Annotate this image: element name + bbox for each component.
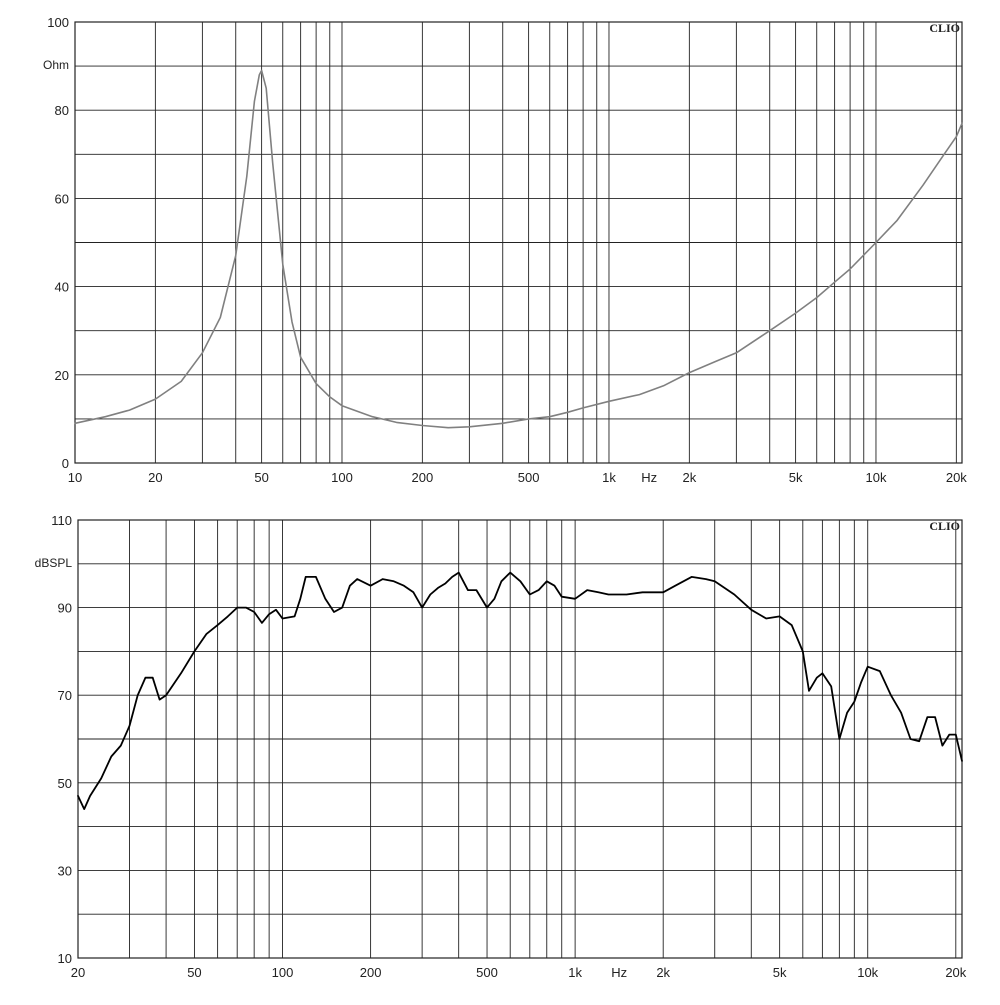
impedance-x-tick-label: 100 bbox=[331, 470, 353, 485]
impedance-x-tick-label: 500 bbox=[518, 470, 540, 485]
impedance-x-tick-label: 50 bbox=[254, 470, 268, 485]
impedance-x-axis-label: Hz bbox=[641, 470, 657, 485]
impedance-y-tick-label: 20 bbox=[55, 368, 69, 383]
spl-x-tick-label: 50 bbox=[187, 965, 201, 980]
impedance-x-tick-label: 2k bbox=[682, 470, 696, 485]
spl-series-line bbox=[77, 571, 963, 810]
spl-x-tick-label: 20k bbox=[945, 965, 966, 980]
spl-chart: 10 30 50 70 90 110 dBSPL 20 50 100 200 500 1k 2k 5k 10k… bbox=[35, 513, 967, 980]
spl-y-tick-label: 70 bbox=[58, 688, 72, 703]
spl-x-tick-label: 100 bbox=[272, 965, 294, 980]
spl-x-tick-label: 10k bbox=[857, 965, 878, 980]
spl-x-tick-label: 500 bbox=[476, 965, 498, 980]
spl-x-axis-label: Hz bbox=[611, 965, 627, 980]
impedance-x-tick-label: 10k bbox=[865, 470, 886, 485]
impedance-y-tick-label: 40 bbox=[55, 280, 69, 295]
spl-x-tick-label: 2k bbox=[656, 965, 670, 980]
spl-x-tick-label: 5k bbox=[773, 965, 787, 980]
spl-y-axis-label: dBSPL bbox=[35, 556, 73, 570]
impedance-x-tick-label: 10 bbox=[68, 470, 82, 485]
impedance-y-tick-label: 100 bbox=[47, 15, 69, 30]
spl-x-tick-label: 1k bbox=[568, 965, 582, 980]
impedance-x-tick-label: 20 bbox=[148, 470, 162, 485]
spl-brand-label: CLIO bbox=[929, 519, 960, 533]
impedance-y-axis-label: Ohm bbox=[43, 58, 69, 72]
spl-x-tick-label: 200 bbox=[360, 965, 382, 980]
impedance-brand-label: CLIO bbox=[929, 21, 960, 35]
impedance-x-tick-label: 1k bbox=[602, 470, 616, 485]
spl-y-tick-label: 50 bbox=[58, 776, 72, 791]
impedance-y-tick-label: 60 bbox=[55, 191, 69, 206]
spl-y-tick-label: 30 bbox=[58, 863, 72, 878]
spl-y-tick-label: 110 bbox=[51, 513, 72, 528]
impedance-y-tick-label: 80 bbox=[55, 103, 69, 118]
impedance-x-tick-label: 20k bbox=[946, 470, 967, 485]
impedance-series-line bbox=[74, 69, 963, 429]
spl-y-tick-label: 90 bbox=[58, 601, 72, 616]
spl-x-tick-label: 20 bbox=[71, 965, 85, 980]
impedance-x-tick-label: 200 bbox=[412, 470, 434, 485]
impedance-x-tick-label: 5k bbox=[789, 470, 803, 485]
impedance-y-tick-label: 0 bbox=[62, 456, 69, 471]
impedance-chart: 0 20 40 60 80 100 Ohm 10 20 50 100 200 500 1k 2k 5k 10k 2… bbox=[43, 15, 967, 485]
spl-y-tick-label: 10 bbox=[58, 951, 72, 966]
